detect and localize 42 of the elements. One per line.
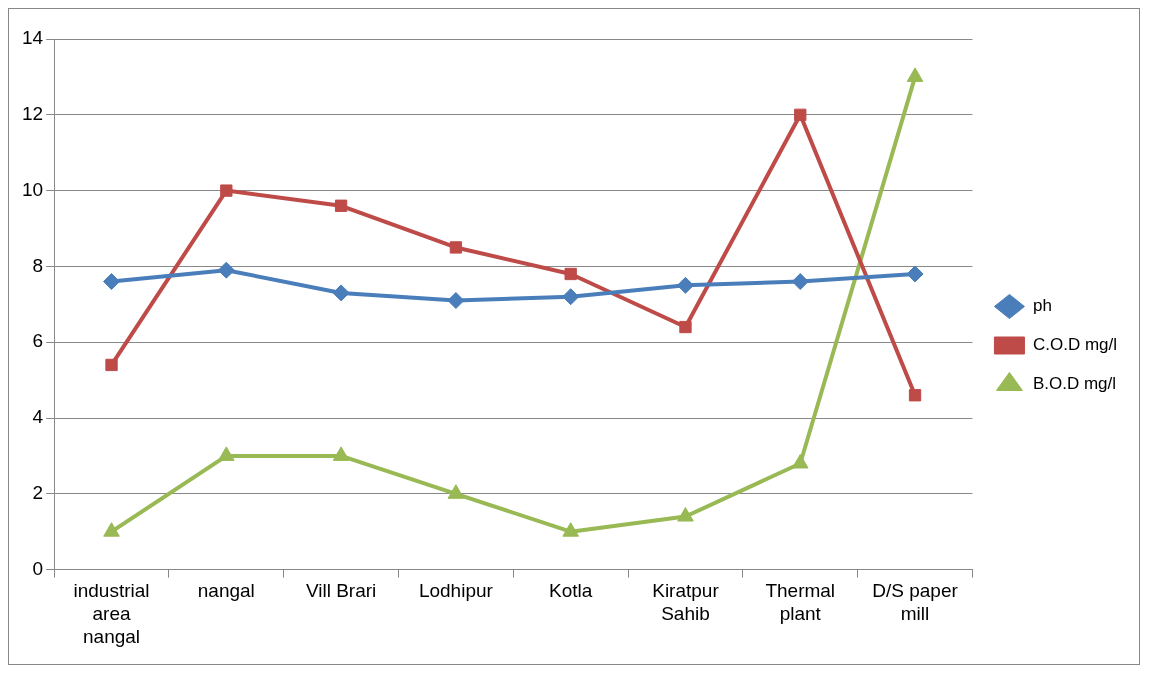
point: [105, 358, 118, 372]
point: [564, 267, 577, 281]
y-tick-label: 0: [32, 557, 44, 579]
x-tick-label: Lodhipur: [418, 580, 494, 602]
legend-label: C.O.D mg/l: [1032, 335, 1117, 355]
point: [791, 273, 809, 291]
legend-label: ph: [1032, 296, 1052, 316]
point: [791, 453, 809, 469]
x-tick-label: D/S paper mill: [872, 580, 959, 625]
y-tick-label: 10: [21, 178, 44, 200]
point: [447, 292, 465, 310]
x-tick-label: Thermal plant: [765, 580, 836, 625]
point: [562, 288, 580, 306]
point: [103, 273, 121, 291]
y-tick-label: 2: [32, 482, 44, 504]
point: [676, 276, 694, 294]
point: [794, 108, 807, 121]
y-tick-label: 14: [21, 27, 44, 49]
x-tick-label: nangal: [197, 580, 255, 602]
y-tick-label: 12: [21, 103, 44, 125]
y-tick-label: 6: [32, 330, 44, 352]
point: [217, 261, 235, 279]
x-tick-label: Vill Brari: [305, 580, 377, 602]
point: [332, 284, 350, 302]
x-tick-label: industrial area nangal: [73, 580, 150, 647]
y-tick-label: 4: [32, 406, 44, 428]
point: [103, 522, 120, 537]
y-tick-label: 8: [32, 254, 44, 276]
point: [447, 484, 465, 499]
legend-label: B.O.D mg/l: [1032, 374, 1117, 394]
point: [906, 265, 924, 283]
point: [332, 446, 350, 461]
point: [562, 522, 579, 537]
point: [334, 199, 348, 212]
x-tick-label: Kiratpur Sahib: [652, 580, 720, 625]
point: [908, 389, 922, 402]
point: [449, 241, 463, 254]
x-tick-label: Kotla: [549, 580, 593, 602]
point: [220, 184, 233, 197]
point: [218, 446, 235, 461]
point: [677, 507, 694, 522]
point: [679, 320, 692, 334]
